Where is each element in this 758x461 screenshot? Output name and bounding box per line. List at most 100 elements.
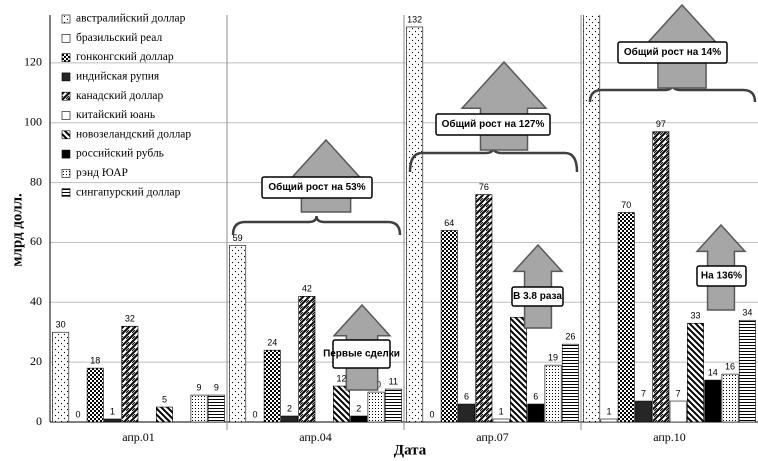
bar [583, 15, 601, 423]
bar [281, 415, 298, 423]
bar [52, 331, 70, 423]
bar [104, 418, 122, 423]
legend-swatch [61, 188, 71, 197]
value-label: 0 [429, 409, 434, 419]
value-label: 32 [125, 314, 135, 324]
annotation-box [332, 339, 391, 369]
annotation-box [696, 265, 747, 287]
legend-swatch [61, 149, 71, 159]
annotation-box [435, 113, 551, 136]
bar [86, 367, 104, 423]
bar [440, 230, 458, 423]
value-label: 12 [336, 373, 346, 383]
value-label: 1 [606, 406, 611, 416]
y-tick-label: 120 [24, 55, 42, 69]
legend-swatch [61, 111, 71, 120]
legend-label: канадский доллар [76, 90, 164, 102]
value-label: 34 [742, 308, 752, 318]
bar [738, 319, 756, 423]
value-label: 132 [407, 14, 422, 24]
value-label: 1 [499, 406, 504, 416]
bar [509, 316, 527, 423]
bar [492, 418, 510, 423]
value-label: 7 [676, 388, 681, 398]
value-label: 6 [464, 391, 469, 401]
bar [406, 26, 424, 423]
annotation-label: Общий рост на 127% [442, 118, 545, 130]
legend-swatch [61, 14, 71, 24]
x-tick-label: апр.07 [476, 430, 509, 444]
x-axis-label: Дата [394, 442, 427, 458]
bar [544, 364, 562, 423]
value-label: 11 [389, 376, 398, 386]
value-label: 14 [708, 367, 718, 377]
bar [367, 391, 385, 423]
value-label: 97 [656, 119, 666, 129]
x-tick-label: апр.04 [299, 430, 332, 444]
y-tick-label: 0 [36, 414, 42, 428]
bar [635, 400, 653, 423]
bar [298, 296, 316, 423]
bar [350, 415, 368, 423]
value-label: 0 [75, 409, 80, 419]
legend-label: рэнд ЮАР [76, 167, 128, 179]
annotation-box [261, 176, 373, 199]
bar [263, 349, 281, 423]
annotation-label: Общий рост на 53% [268, 181, 365, 193]
value-label: 30 [56, 320, 66, 330]
bar [686, 322, 704, 423]
brace [231, 215, 402, 236]
legend-label: индийская рупия [76, 71, 160, 83]
legend-swatch [61, 33, 71, 43]
bar [600, 418, 618, 423]
annotations: 3001813259959024242122101113206467616192… [56, 3, 757, 419]
value-label: 59 [233, 233, 243, 243]
value-label: 0 [252, 409, 257, 419]
value-label: 18 [90, 356, 100, 366]
legend-label: сингапурский доллар [76, 186, 181, 198]
value-label: 2 [356, 403, 361, 413]
value-label: 9 [197, 382, 202, 392]
legend-label: новозеландский доллар [76, 128, 191, 140]
value-label: 5 [162, 394, 167, 404]
y-tick-label: 20 [30, 354, 42, 368]
annotation-box [617, 41, 728, 64]
value-label: 70 [621, 200, 631, 210]
bar [190, 394, 208, 423]
value-label: 33 [690, 311, 700, 321]
legend-swatch [61, 72, 71, 82]
bar [332, 385, 350, 423]
value-label: 24 [267, 338, 277, 348]
y-tick-label: 80 [30, 174, 42, 188]
legend-swatch [61, 169, 71, 178]
value-label: 16 [725, 361, 735, 371]
value-label: 7 [641, 388, 646, 398]
bar [561, 343, 579, 423]
x-tick-label: апр.01 [122, 430, 155, 444]
y-axis-label: млрд долл. [9, 193, 25, 267]
arrow [460, 60, 548, 151]
bar [669, 400, 687, 423]
annotation-box [511, 286, 564, 307]
bar [458, 403, 475, 423]
legend-label: китайский юань [76, 109, 155, 121]
bar [156, 406, 173, 423]
y-tick-label: 100 [24, 114, 42, 128]
annotation-label: Первые сделки [323, 349, 400, 360]
x-tick-label: апр.10 [653, 430, 686, 444]
annotation-label: Общий рост на 14% [624, 46, 721, 58]
bar [475, 194, 493, 423]
bar [704, 379, 722, 423]
legend-label: гонконгский доллар [76, 51, 174, 63]
y-tick-label: 40 [30, 294, 42, 308]
value-label: 2 [287, 403, 292, 413]
value-label: 42 [302, 284, 312, 294]
legend-label: австралийский доллар [76, 13, 186, 25]
legend-swatch [61, 91, 71, 101]
value-label: 1 [110, 406, 115, 416]
bar [721, 373, 739, 423]
value-label: 76 [479, 182, 489, 192]
bar [121, 325, 139, 423]
bar [229, 245, 247, 423]
